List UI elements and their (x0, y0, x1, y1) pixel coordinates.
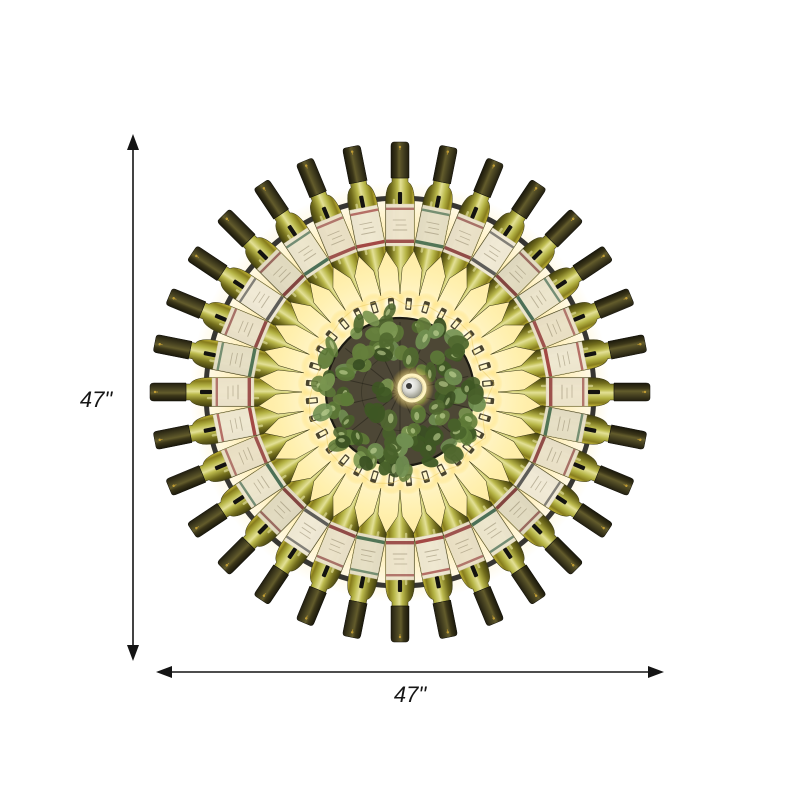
svg-text:47": 47" (80, 387, 113, 412)
svg-text:47": 47" (394, 682, 427, 707)
